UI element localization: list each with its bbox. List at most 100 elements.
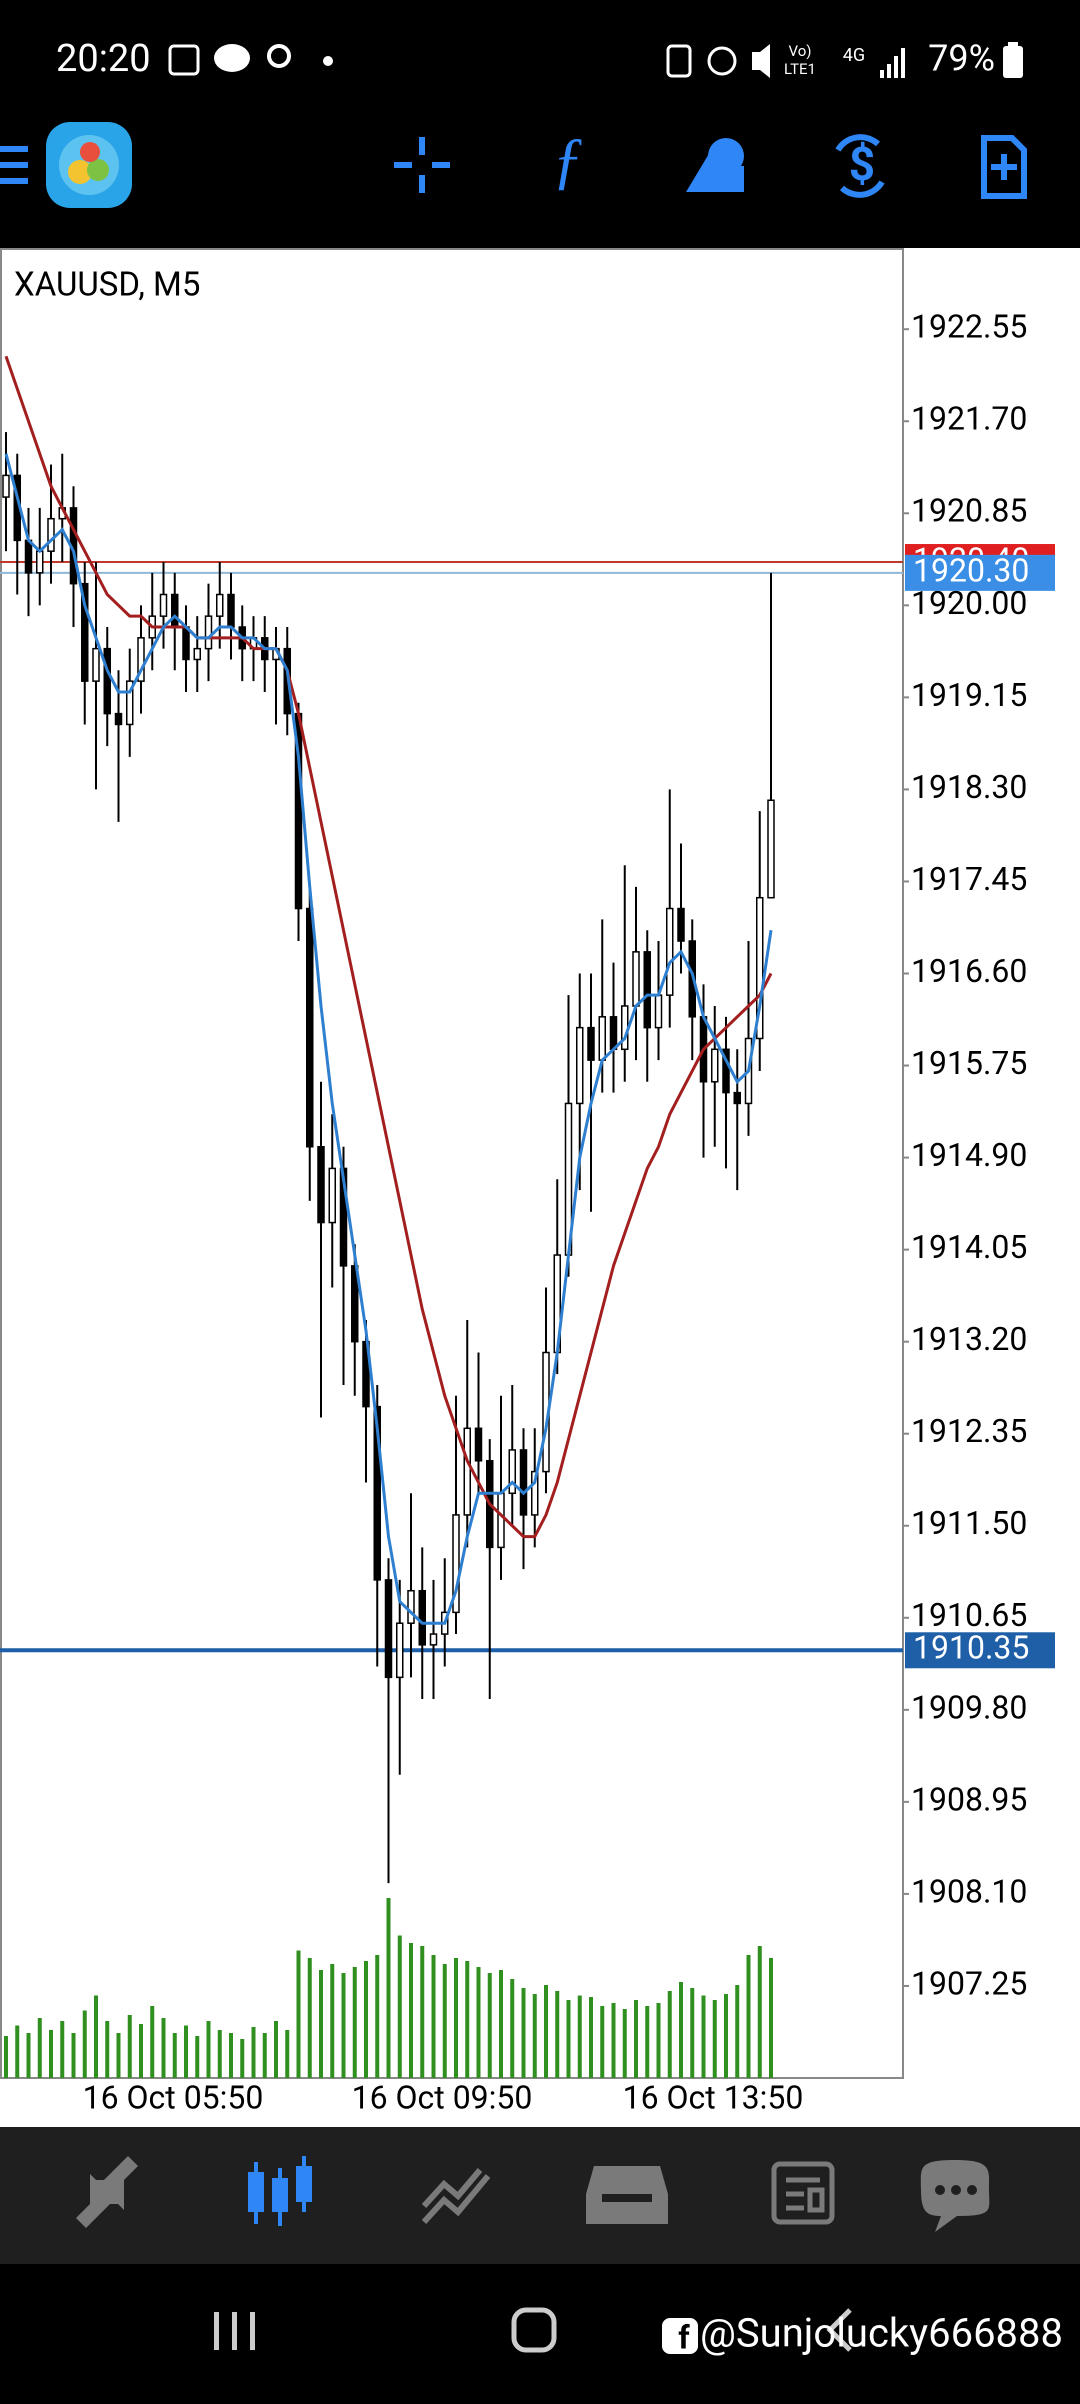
candle-body bbox=[2, 474, 10, 498]
volume-bar bbox=[262, 2033, 267, 2078]
candle-body bbox=[328, 1167, 336, 1224]
candle-body bbox=[587, 1026, 595, 1061]
home-button[interactable] bbox=[511, 2307, 557, 2353]
volume-bar bbox=[352, 1967, 357, 2078]
volume-bar bbox=[386, 1898, 391, 2078]
candle-body bbox=[621, 1005, 629, 1051]
volume-bar bbox=[94, 1995, 98, 2078]
volume-bar bbox=[442, 1964, 447, 2078]
y-tick-label: 1922.55 bbox=[911, 308, 1027, 346]
volume-bar bbox=[679, 1982, 683, 2078]
back-button[interactable] bbox=[826, 2308, 852, 2352]
candle-body bbox=[171, 593, 179, 628]
candle-body bbox=[92, 647, 100, 682]
volume-bar bbox=[274, 2021, 278, 2078]
volume-bar bbox=[319, 1970, 323, 2078]
candle-body bbox=[756, 896, 764, 1040]
candle-body bbox=[654, 994, 663, 1029]
chat-tab[interactable] bbox=[920, 2160, 990, 2232]
volume-bar bbox=[184, 2025, 188, 2078]
candle-body bbox=[609, 1016, 618, 1051]
candle-body bbox=[576, 1026, 584, 1105]
volume-bar bbox=[161, 2018, 166, 2078]
volume-bar bbox=[622, 2009, 627, 2078]
candle-body bbox=[531, 1470, 539, 1516]
volume-bar bbox=[532, 1994, 537, 2078]
volume-bar bbox=[735, 1985, 740, 2078]
volume-bar bbox=[454, 1958, 458, 2078]
level-tag-bg bbox=[905, 1632, 1055, 1669]
candle-body bbox=[103, 647, 111, 715]
volume-bar bbox=[465, 1961, 470, 2078]
symbol-label: XAUUSD, M5 bbox=[14, 266, 200, 305]
volume-bar bbox=[690, 1988, 695, 2078]
new-order-tool[interactable] bbox=[981, 135, 1027, 199]
app-icon[interactable] bbox=[46, 122, 132, 208]
candle-body bbox=[711, 1048, 719, 1083]
history-tab[interactable] bbox=[586, 2166, 668, 2224]
volume-bar bbox=[251, 2027, 256, 2078]
chart-tab[interactable] bbox=[248, 2156, 312, 2226]
status-time: 20:20 bbox=[56, 37, 151, 81]
y-tick-label: 1918.30 bbox=[911, 768, 1027, 806]
svg-text:$: $ bbox=[849, 138, 875, 192]
watermark: @Sunjolucky666888 bbox=[700, 2310, 1063, 2357]
y-tick-label: 1919.15 bbox=[911, 676, 1027, 714]
candle-body bbox=[193, 647, 201, 661]
candle-body bbox=[204, 615, 213, 650]
y-tick-label: 1910.65 bbox=[911, 1596, 1027, 1634]
volume-bar bbox=[71, 2033, 76, 2078]
candle-body bbox=[497, 1492, 505, 1549]
candle-body bbox=[137, 637, 145, 682]
volume-bar bbox=[229, 2033, 233, 2078]
recents-button[interactable] bbox=[214, 2312, 255, 2350]
candle-body bbox=[598, 1016, 606, 1061]
candle-body bbox=[733, 1091, 741, 1105]
svg-text:Vo): Vo) bbox=[789, 42, 812, 60]
y-tick-label: 1914.05 bbox=[911, 1228, 1027, 1266]
candle-body bbox=[508, 1449, 516, 1495]
volume-bar bbox=[724, 1994, 728, 2078]
plot: 1922.551921.701920.851920.001919.151918.… bbox=[0, 308, 1055, 2116]
volume-bar bbox=[701, 1995, 706, 2078]
battery-level: 79% bbox=[928, 38, 995, 80]
volume-bar bbox=[285, 2030, 290, 2078]
quotes-tab[interactable] bbox=[76, 2156, 138, 2228]
candle-body bbox=[463, 1427, 471, 1516]
crosshair-tool[interactable] bbox=[394, 137, 450, 193]
watermark-icon: f bbox=[662, 2318, 698, 2356]
candle-body bbox=[114, 712, 123, 726]
volume-bar bbox=[307, 1958, 312, 2078]
volume-bar bbox=[375, 1955, 380, 2078]
candle-body bbox=[666, 907, 674, 996]
candle-body bbox=[216, 593, 224, 617]
y-tick-label: 1916.60 bbox=[911, 952, 1027, 990]
candle-body bbox=[81, 582, 89, 682]
volume-bar bbox=[600, 2006, 605, 2078]
volume-bar bbox=[26, 2033, 31, 2078]
symbol-tool[interactable]: $ bbox=[835, 134, 885, 198]
trade-tab[interactable] bbox=[421, 2168, 491, 2225]
candle-body bbox=[474, 1427, 483, 1462]
candle-body bbox=[182, 626, 190, 661]
volume-bar bbox=[431, 1955, 436, 2078]
volume-bar bbox=[757, 1946, 762, 2078]
candle-body bbox=[306, 907, 314, 1148]
candle-body bbox=[384, 1579, 393, 1679]
indicators-tool[interactable]: ƒ bbox=[552, 125, 584, 196]
candle-body bbox=[452, 1514, 460, 1614]
candle-body bbox=[722, 1048, 730, 1094]
volume-bar bbox=[364, 1961, 368, 2078]
volume-bar bbox=[150, 2006, 155, 2078]
news-tab[interactable] bbox=[771, 2161, 835, 2225]
volume-bar bbox=[60, 2021, 65, 2078]
objects-tool[interactable] bbox=[686, 138, 744, 192]
y-tick-label: 1915.75 bbox=[911, 1044, 1027, 1082]
candle-body bbox=[767, 799, 775, 899]
volume-bar bbox=[746, 1955, 751, 2078]
menu-button[interactable] bbox=[0, 146, 28, 184]
volume-bar bbox=[82, 2010, 87, 2078]
svg-text:f: f bbox=[678, 2318, 690, 2356]
y-tick-label: 1911.50 bbox=[911, 1504, 1027, 1542]
